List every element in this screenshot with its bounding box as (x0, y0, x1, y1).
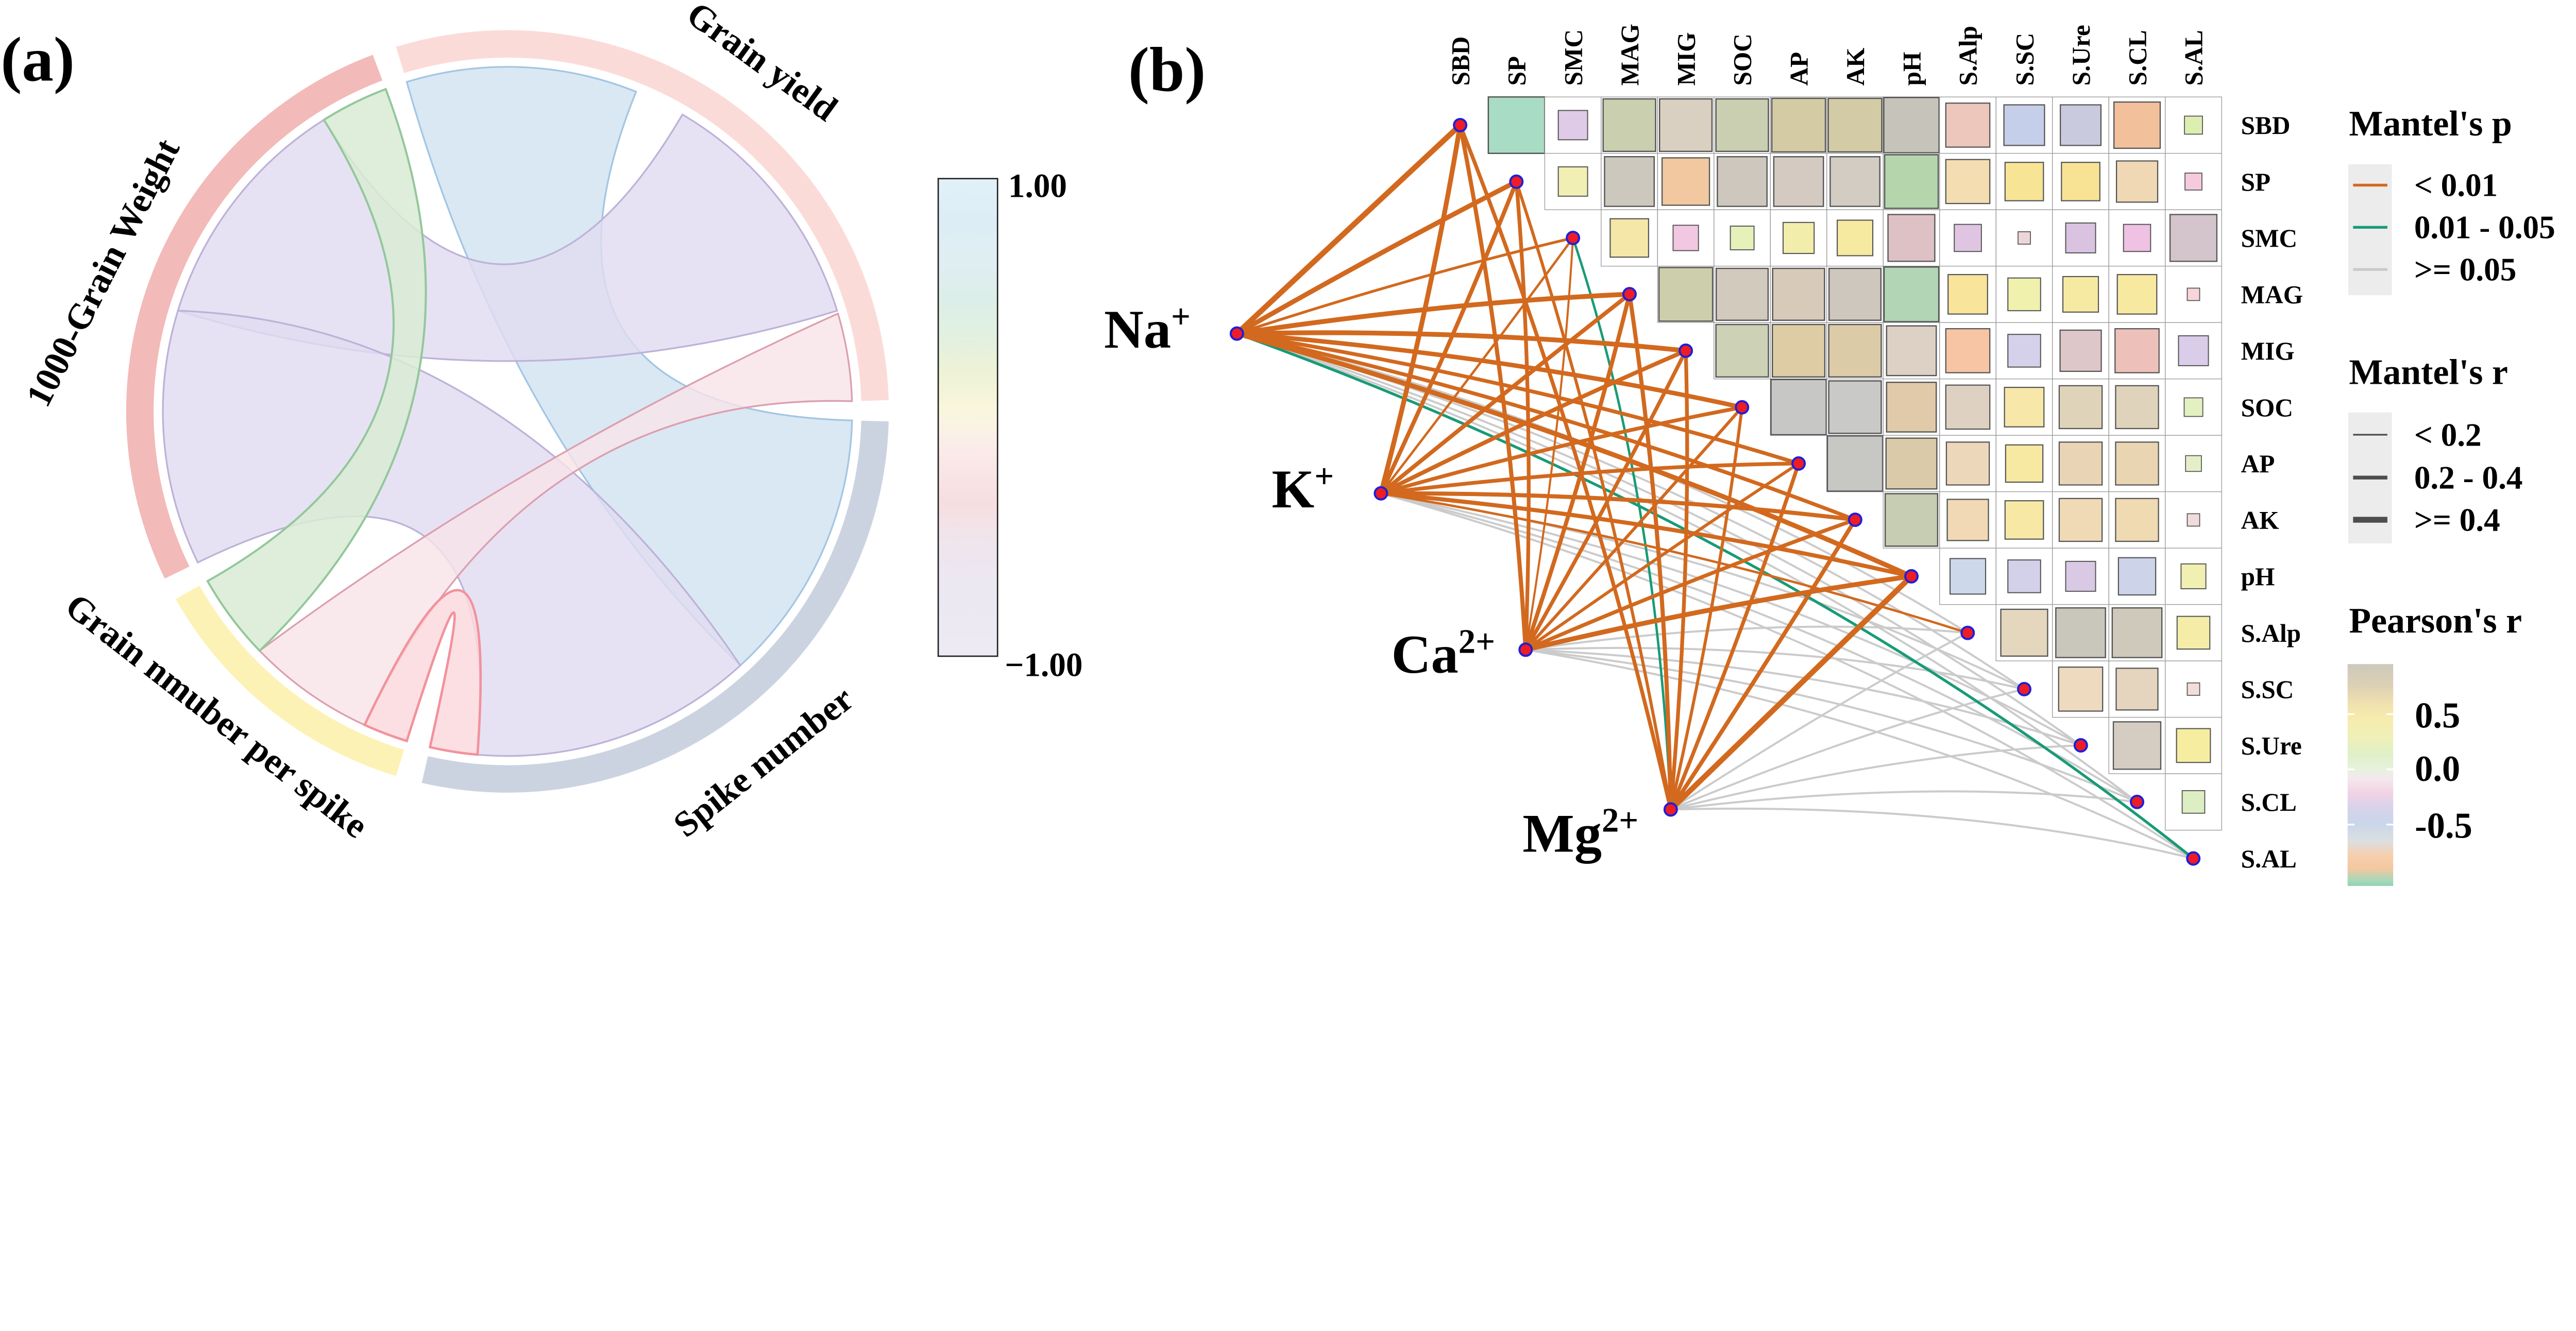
svg-text:S.Ure: S.Ure (2241, 731, 2302, 760)
svg-text:SOC: SOC (1728, 33, 1757, 86)
svg-text:1.00: 1.00 (1008, 168, 1067, 205)
svg-text:0.01 - 0.05: 0.01 - 0.05 (2414, 210, 2555, 246)
svg-text:S.SC: S.SC (2010, 33, 2039, 86)
svg-text:>= 0.4: >= 0.4 (2414, 502, 2500, 538)
svg-text:< 0.2: < 0.2 (2414, 417, 2482, 453)
svg-text:K+: K+ (1272, 457, 1334, 520)
svg-text:MIG: MIG (1672, 32, 1700, 86)
svg-text:SMC: SMC (1559, 29, 1587, 86)
svg-text:S.Alp: S.Alp (1954, 26, 1982, 86)
svg-text:SMC: SMC (2241, 224, 2297, 252)
svg-text:AP: AP (2241, 450, 2275, 478)
svg-text:>= 0.05: >= 0.05 (2414, 251, 2517, 287)
svg-text:S.AL: S.AL (2179, 30, 2208, 86)
svg-text:Mg2+: Mg2+ (1522, 802, 1638, 864)
svg-text:MAG: MAG (2241, 280, 2303, 309)
svg-text:SP: SP (2241, 168, 2270, 196)
svg-text:pH: pH (1897, 52, 1926, 86)
svg-text:S.CL: S.CL (2241, 788, 2297, 816)
svg-text:AP: AP (1785, 52, 1813, 86)
svg-text:0.5: 0.5 (2415, 695, 2460, 736)
svg-text:S.AL: S.AL (2241, 845, 2297, 873)
svg-text:S.CL: S.CL (2123, 30, 2151, 86)
svg-text:AK: AK (1841, 48, 1870, 86)
svg-text:S.SC: S.SC (2241, 675, 2294, 704)
svg-text:SP: SP (1503, 56, 1531, 86)
svg-text:0.0: 0.0 (2415, 749, 2460, 789)
svg-text:(b): (b) (1128, 34, 1206, 105)
svg-text:S.Alp: S.Alp (2241, 619, 2301, 647)
svg-text:SOC: SOC (2241, 394, 2293, 422)
svg-text:AK: AK (2241, 506, 2279, 534)
svg-text:-0.5: -0.5 (2415, 806, 2472, 846)
svg-text:SBD: SBD (2241, 111, 2291, 140)
svg-text:Mantel's r: Mantel's r (2349, 352, 2508, 392)
svg-text:(a): (a) (1, 24, 75, 94)
svg-text:0.2 - 0.4: 0.2 - 0.4 (2414, 459, 2523, 496)
svg-text:Pearson's r: Pearson's r (2349, 601, 2522, 641)
svg-text:MAG: MAG (1616, 24, 1644, 86)
svg-text:< 0.01: < 0.01 (2414, 167, 2498, 203)
svg-text:pH: pH (2241, 562, 2275, 591)
svg-text:MIG: MIG (2241, 337, 2295, 365)
svg-text:SBD: SBD (1446, 37, 1475, 86)
svg-text:Mantel's p: Mantel's p (2349, 104, 2512, 144)
svg-text:−1.00: −1.00 (1005, 647, 1082, 684)
svg-text:S.Ure: S.Ure (2067, 25, 2095, 86)
